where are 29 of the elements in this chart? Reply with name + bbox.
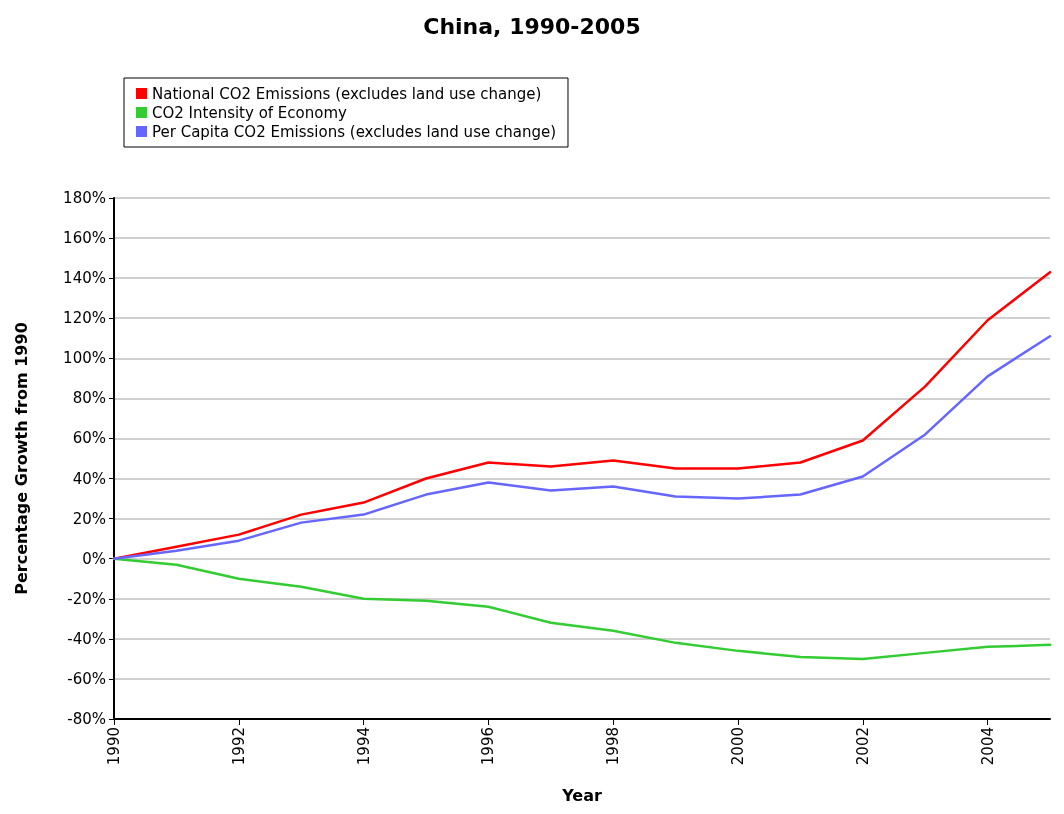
y-tick-label: 120% xyxy=(63,309,106,328)
chart-title: China, 1990-2005 xyxy=(423,13,641,39)
x-tick-label: 2000 xyxy=(729,727,747,766)
y-tick-label: 180% xyxy=(63,189,106,207)
y-tick-label: 40% xyxy=(72,469,106,488)
legend-label: Per Capita CO2 Emissions (excludes land use change) xyxy=(152,122,556,141)
x-tick-label: 1998 xyxy=(604,727,623,766)
y-tick-label: -60% xyxy=(67,669,106,688)
y-tick-label: 80% xyxy=(72,389,106,408)
x-tick-label: 2004 xyxy=(978,727,997,766)
y-tick-label: 60% xyxy=(72,429,106,448)
y-tick-label: 100% xyxy=(63,349,106,368)
y-tick-label: -20% xyxy=(67,589,106,608)
legend-label: CO2 Intensity of Economy xyxy=(152,103,348,122)
x-tick-label: 2002 xyxy=(853,727,872,766)
x-tick-label: 1990 xyxy=(105,727,123,766)
x-tick-label: 1992 xyxy=(229,727,248,766)
y-tick-label: 140% xyxy=(63,269,106,288)
x-tick-label: 1996 xyxy=(479,727,498,766)
x-axis-title: Year xyxy=(561,785,602,805)
y-tick-label: -40% xyxy=(67,629,106,648)
y-axis-title: Percentage Growth from 1990 xyxy=(11,322,31,595)
y-tick-label: 160% xyxy=(63,229,106,248)
x-tick-label: 1994 xyxy=(354,727,373,766)
line-series xyxy=(112,335,1052,560)
y-tick-label: 20% xyxy=(72,509,106,528)
y-tick-label: -80% xyxy=(67,710,106,728)
y-tick-label: 0% xyxy=(82,549,106,568)
legend-label: National CO2 Emissions (excludes land use change) xyxy=(152,84,542,103)
